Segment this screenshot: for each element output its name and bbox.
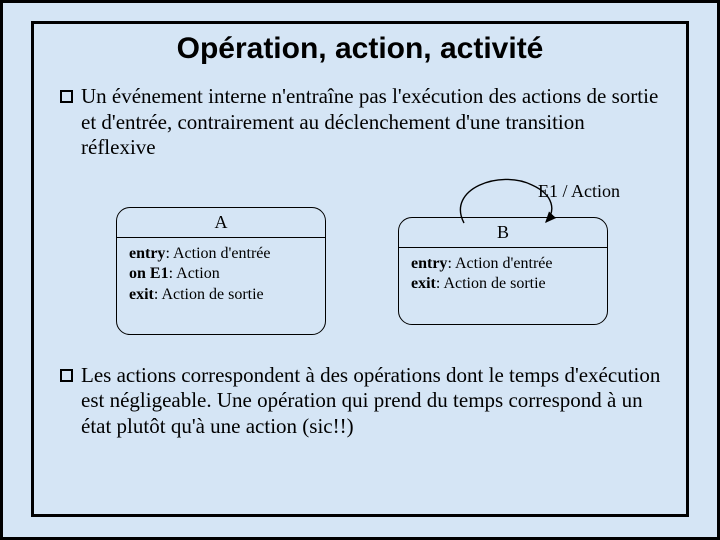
- slide-title: Opération, action, activité: [58, 32, 662, 66]
- state-b-line: exit: Action de sortie: [411, 274, 597, 294]
- bullet-text: Un événement interne n'entraîne pas l'ex…: [81, 84, 662, 161]
- state-a-line: entry: Action d'entrée: [129, 244, 315, 264]
- transition-label: E1 / Action: [538, 181, 620, 202]
- bullet-1: Un événement interne n'entraîne pas l'ex…: [60, 84, 662, 161]
- state-a-line: exit: Action de sortie: [129, 285, 315, 305]
- state-a: A entry: Action d'entrée on E1: Action e…: [116, 207, 326, 335]
- state-b-body: entry: Action d'entrée exit: Action de s…: [399, 248, 607, 303]
- state-b-line: entry: Action d'entrée: [411, 254, 597, 274]
- slide: Opération, action, activité Un événement…: [0, 0, 720, 540]
- bullet-icon: [60, 369, 73, 382]
- state-b-name: B: [399, 218, 607, 248]
- bullet-2: Les actions correspondent à des opératio…: [60, 363, 662, 440]
- bullet-icon: [60, 90, 73, 103]
- state-a-name: A: [117, 208, 325, 238]
- state-a-body: entry: Action d'entrée on E1: Action exi…: [117, 238, 325, 313]
- state-a-line: on E1: Action: [129, 264, 315, 284]
- diagram: E1 / Action A entry: Action d'entrée on …: [58, 175, 662, 355]
- bullet-text: Les actions correspondent à des opératio…: [81, 363, 662, 440]
- slide-inner: Opération, action, activité Un événement…: [31, 21, 689, 517]
- state-b: B entry: Action d'entrée exit: Action de…: [398, 217, 608, 325]
